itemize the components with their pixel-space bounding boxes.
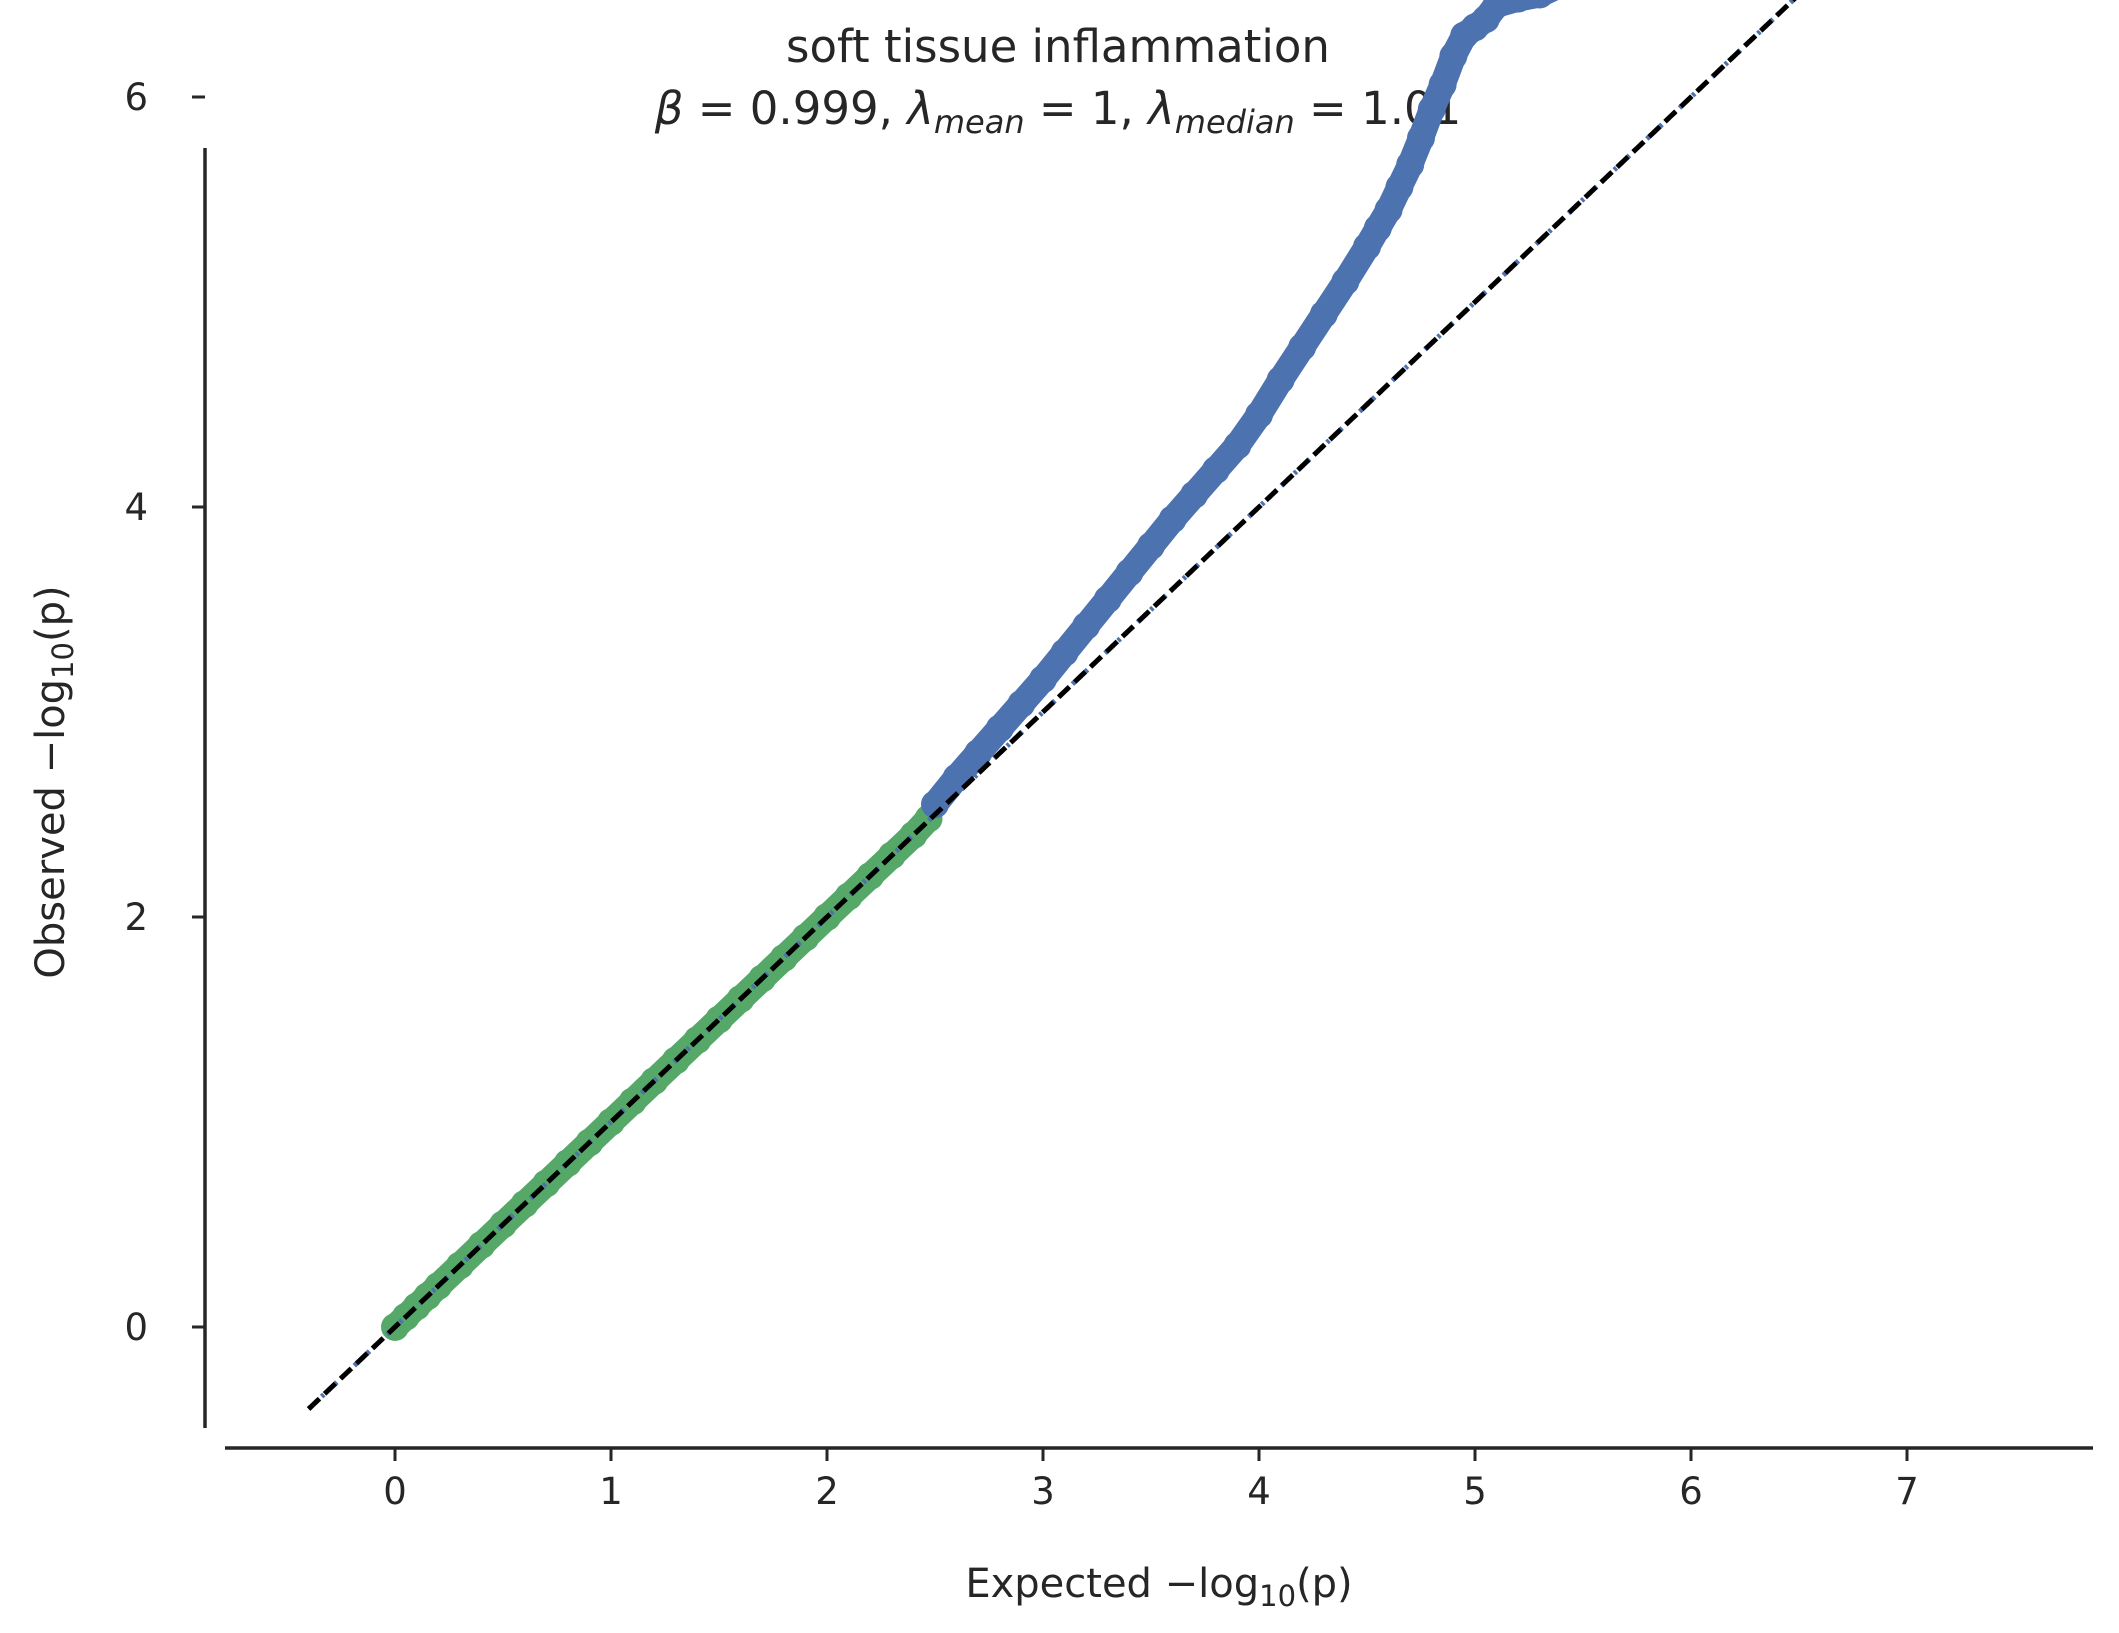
data-point — [1428, 70, 1457, 99]
y-axis-label-subscript: 10 — [46, 642, 80, 679]
data-point — [1029, 665, 1057, 694]
data-point — [1158, 505, 1187, 534]
y-ticks: 0246810 — [124, 76, 205, 1349]
data-point — [1439, 42, 1468, 70]
x-tick-label: 0 — [383, 1470, 407, 1513]
data-point — [1050, 638, 1079, 667]
y-axis-label-suffix: (p) — [28, 585, 74, 642]
y-tick-label: 2 — [124, 896, 148, 939]
data-point — [985, 714, 1014, 743]
data-point — [964, 739, 993, 767]
data-point — [1137, 531, 1165, 560]
beta-value: = 0.999, — [683, 82, 907, 135]
x-tick-label: 7 — [1895, 1470, 1919, 1513]
chart-title-line1: soft tissue inflammation — [786, 20, 1330, 73]
y-axis-label-prefix: Observed −log — [28, 679, 74, 979]
x-tick-label: 3 — [1031, 1470, 1055, 1513]
axes — [203, 148, 2093, 1450]
x-axis-label-prefix: Expected −log — [965, 1561, 1259, 1607]
y-tick-label: 6 — [124, 76, 148, 119]
y-tick-label: 0 — [124, 1306, 148, 1349]
data-point — [1309, 300, 1338, 329]
y-axis-label: Observed −log10(p) — [28, 585, 80, 978]
data-point — [1072, 611, 1101, 640]
data-point — [1288, 333, 1317, 362]
data-point — [1407, 124, 1435, 152]
data-point — [1417, 95, 1446, 124]
data-point — [1482, 0, 1511, 19]
x-tick-label: 5 — [1463, 1470, 1487, 1513]
data-point — [1266, 365, 1295, 394]
lambda-mean-symbol: λ — [905, 82, 934, 135]
beta-symbol: β — [654, 82, 684, 135]
lambda-mean-value: = 1, — [1025, 82, 1149, 135]
x-tick-label: 2 — [815, 1470, 839, 1513]
x-tick-label: 4 — [1247, 1470, 1271, 1513]
lambda-median-subscript: median — [1175, 103, 1295, 141]
lambda-median-symbol: λ — [1146, 82, 1175, 135]
data-point — [1223, 431, 1252, 460]
x-ticks: 0 1 2 3 4 5 6 7 — [383, 1448, 1919, 1513]
chart-title-line2: β = 0.999, λmean = 1, λmedian = 1.01 — [654, 82, 1462, 141]
data-point — [1396, 150, 1425, 179]
x-tick-label: 6 — [1679, 1470, 1703, 1513]
data-point — [1180, 480, 1209, 509]
reference-line — [306, 0, 1797, 1411]
y-tick-label: 4 — [124, 486, 148, 529]
series-1 — [921, 0, 1559, 819]
plot-area — [306, 0, 1797, 1411]
x-tick-label: 1 — [599, 1470, 623, 1513]
data-point — [1504, 0, 1533, 13]
x-axis-label-suffix: (p) — [1296, 1561, 1353, 1607]
x-axis-label-subscript: 10 — [1259, 1579, 1296, 1613]
data-point — [1093, 585, 1122, 614]
data-point — [1115, 558, 1144, 587]
fit-line — [306, 0, 1797, 1411]
data-point — [1201, 456, 1230, 485]
data-point — [1007, 689, 1036, 718]
x-axis-label: Expected −log10(p) — [965, 1561, 1352, 1613]
data-point — [1374, 195, 1403, 224]
data-point — [1245, 400, 1273, 429]
data-point — [1385, 173, 1414, 202]
data-point — [1526, 0, 1553, 9]
lambda-mean-subscript: mean — [934, 103, 1025, 141]
data-point — [1331, 267, 1360, 296]
